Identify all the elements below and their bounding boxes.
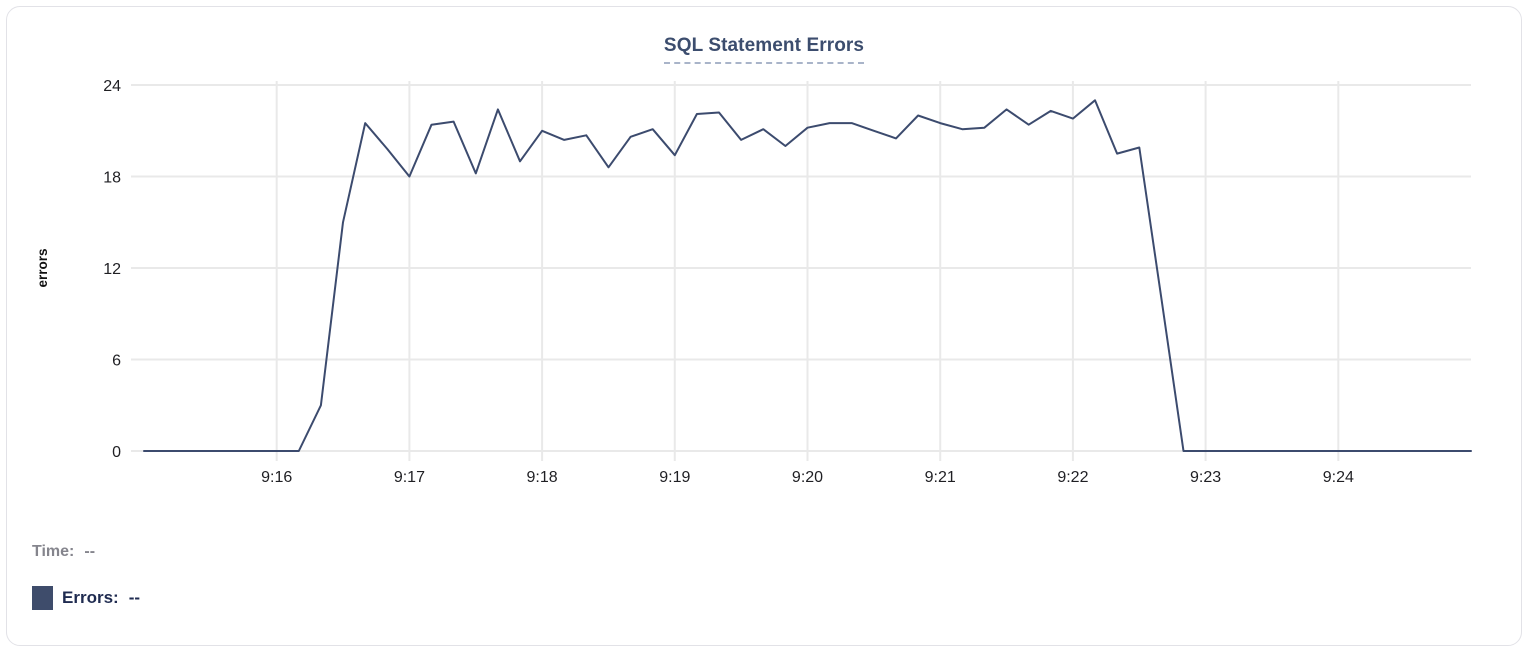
y-tick-label: 12 (103, 261, 121, 278)
sql-errors-chart[interactable]: 0 6 12 18 24 9:16 9:17 9:18 9:19 9:20 9:21 9:22 9:23… (7, 7, 1523, 647)
y-tick-label: 0 (112, 444, 121, 461)
errors-line-series[interactable] (143, 99, 1472, 452)
x-tick-label: 9:18 (527, 469, 558, 486)
line-chart-canvas[interactable]: 0 6 12 18 24 9:16 9:17 9:18 9:19 9:20 9:21 9:22 9:23… (7, 7, 1523, 647)
x-tick-label: 9:22 (1057, 469, 1088, 486)
x-tick-label: 9:24 (1323, 469, 1354, 486)
y-tick-label: 18 (103, 170, 121, 187)
x-tick-label: 9:21 (925, 469, 956, 486)
errors-series-swatch (32, 586, 53, 610)
y-tick-label: 24 (103, 78, 121, 95)
chart-title[interactable]: SQL Statement Errors (663, 35, 865, 64)
time-value: -- (84, 543, 96, 560)
time-label: Time: (32, 543, 75, 560)
x-tick-label: 9:20 (792, 469, 823, 486)
y-grid-and-ticks: 0 6 12 18 24 (103, 78, 1471, 461)
errors-label: Errors: (62, 588, 119, 607)
hover-readout-time: Time: -- (32, 543, 95, 561)
x-tick-label: 9:16 (261, 469, 292, 486)
hover-readout-errors: Errors: -- (32, 586, 140, 610)
y-tick-label: 6 (112, 353, 121, 370)
x-tick-label: 9:17 (394, 469, 425, 486)
x-tick-label: 9:23 (1190, 469, 1221, 486)
y-axis-title: errors (35, 248, 50, 287)
chart-title-row: SQL Statement Errors (7, 35, 1521, 64)
x-tick-label: 9:19 (659, 469, 690, 486)
x-grid-and-ticks: 9:16 9:17 9:18 9:19 9:20 9:21 9:22 9:23 9:24 (261, 81, 1354, 486)
errors-value: -- (128, 588, 141, 607)
chart-card: SQL Statement Errors 0 6 12 18 24 9:16 9:17 9:1… (6, 6, 1522, 646)
